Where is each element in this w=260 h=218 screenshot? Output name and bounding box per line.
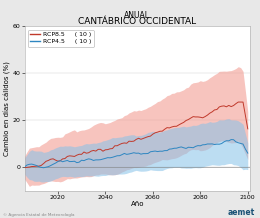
Y-axis label: Cambio en días cálidos (%): Cambio en días cálidos (%)	[4, 61, 11, 156]
Text: ANUAL: ANUAL	[124, 11, 150, 20]
Title: CANTÁBRICO OCCIDENTAL: CANTÁBRICO OCCIDENTAL	[78, 17, 197, 26]
Legend: RCP8.5     ( 10 ), RCP4.5     ( 10 ): RCP8.5 ( 10 ), RCP4.5 ( 10 )	[28, 30, 94, 47]
Text: aemet: aemet	[228, 208, 255, 217]
X-axis label: Año: Año	[131, 201, 144, 207]
Text: © Agencia Estatal de Meteorología: © Agencia Estatal de Meteorología	[3, 213, 74, 217]
